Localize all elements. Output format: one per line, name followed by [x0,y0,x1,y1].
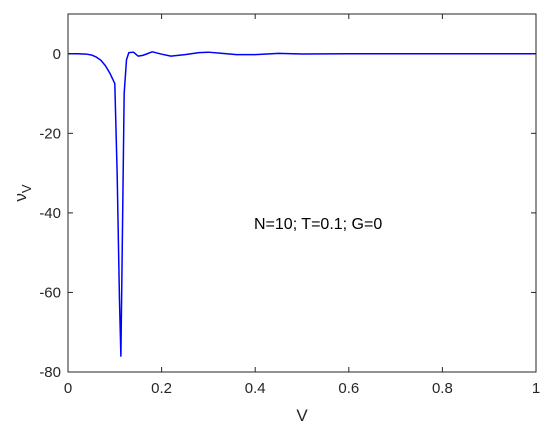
plot-series-group [68,51,536,357]
y-axis-label-group: νV [11,184,34,202]
y-tick-label: -80 [39,364,61,381]
series-line-0 [68,51,536,357]
x-tick-label: 0.6 [338,380,359,397]
y-tick-label: -40 [39,205,61,222]
x-axis: 0 0.2 0.4 0.6 0.8 1 [64,14,540,397]
plot-area [68,14,536,372]
x-tick-label: 0.2 [151,380,172,397]
x-tick-label: 0.4 [245,380,266,397]
x-tick-label: 0 [64,380,72,397]
x-tick-label: 0.8 [432,380,453,397]
y-tick-label: -60 [39,284,61,301]
y-axis-label-main: ν [11,193,30,202]
plot-frame [67,13,537,373]
annotation-text: N=10; T=0.1; G=0 [254,216,382,233]
y-tick-label: 0 [53,46,61,63]
x-tick-label: 1 [532,380,540,397]
y-axis: -80 -60 -40 -20 0 [39,46,536,381]
x-axis-label: V [296,406,308,425]
y-axis-label-subscript: V [19,184,34,193]
y-axis-label: νV [11,184,34,202]
y-tick-label: -20 [39,125,61,142]
